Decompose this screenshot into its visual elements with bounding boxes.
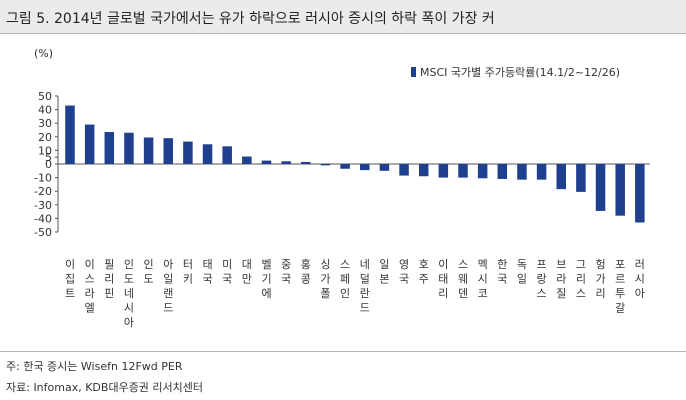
footer-divider	[0, 351, 686, 352]
y-tick-label: 50	[38, 90, 52, 103]
bar	[202, 144, 213, 164]
bar	[399, 164, 409, 176]
bar	[477, 164, 488, 179]
y-tick-label: -30	[34, 199, 52, 212]
bar	[595, 164, 606, 211]
bar	[458, 164, 468, 178]
y-tick-label: 20	[38, 131, 52, 144]
bar	[163, 138, 173, 164]
bar	[497, 164, 508, 179]
y-tick-label: -20	[34, 185, 52, 198]
bar	[517, 164, 527, 180]
bar	[222, 146, 232, 164]
y-tick-label: 30	[38, 117, 52, 130]
bar	[340, 164, 350, 169]
bar	[281, 161, 291, 164]
y-tick-label: 0	[45, 158, 52, 171]
bar	[379, 164, 390, 171]
bar	[556, 164, 566, 190]
bar	[635, 164, 645, 223]
bar	[438, 164, 449, 178]
legend-swatch	[411, 67, 416, 77]
bar	[242, 156, 252, 164]
title-band: 그림 5. 2014년 글로벌 국가에서는 유가 하락으로 러시아 증시의 하락…	[0, 0, 686, 34]
y-tick-label: 10	[38, 144, 52, 157]
bar	[360, 164, 370, 171]
chart-title: 그림 5. 2014년 글로벌 국가에서는 유가 하락으로 러시아 증시의 하락…	[6, 11, 495, 27]
y-tick-label: 5	[45, 151, 52, 164]
bar	[615, 164, 625, 216]
bar	[183, 141, 193, 164]
y-tick-label: -50	[34, 226, 52, 239]
source-note: 자료: Infomax, KDB대우증권 리서치센터	[6, 381, 204, 394]
bar	[84, 124, 95, 164]
y-tick-label: 40	[38, 104, 52, 117]
bar	[301, 161, 311, 164]
bar	[124, 132, 134, 164]
y-tick-label: -40	[34, 212, 52, 225]
footnote: 주: 한국 증시는 Wisefn 12Fwd PER	[6, 360, 183, 373]
bar	[536, 164, 547, 180]
bar	[320, 164, 331, 166]
bar	[143, 137, 154, 164]
bar	[418, 164, 429, 177]
y-axis-label: (%)	[34, 47, 53, 60]
bar	[576, 164, 586, 192]
legend-label: MSCI 국가별 주가등락률(14.1/2~12/26)	[420, 66, 620, 79]
bar	[65, 105, 75, 164]
bar	[104, 132, 115, 164]
y-tick-label: -10	[34, 172, 52, 185]
bar	[261, 160, 272, 164]
